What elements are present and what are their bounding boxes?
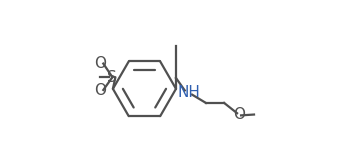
Text: S: S: [107, 70, 117, 85]
Text: O: O: [233, 107, 245, 122]
Text: O: O: [94, 56, 106, 71]
Text: O: O: [94, 83, 106, 98]
Text: NH: NH: [177, 85, 200, 100]
